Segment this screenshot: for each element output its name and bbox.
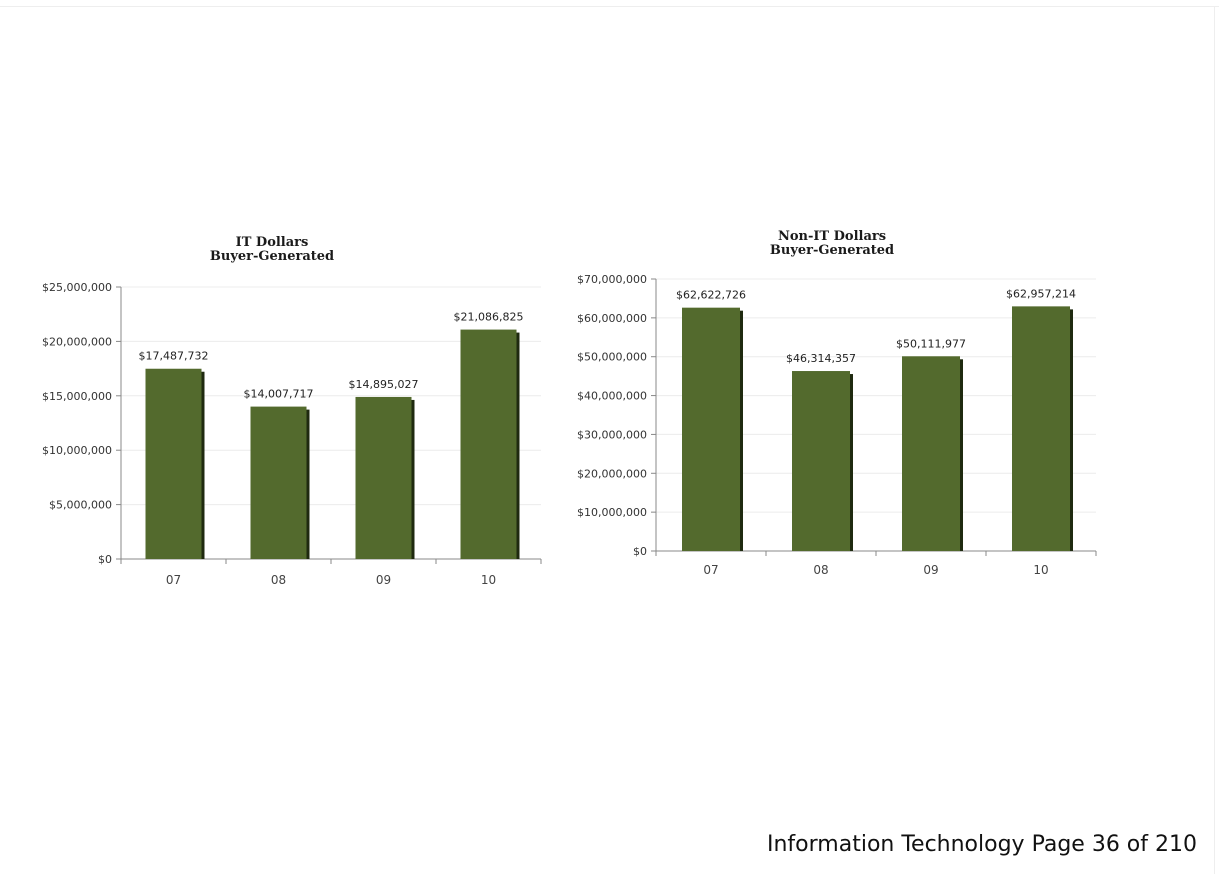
it-y-tick-label: $5,000,000	[49, 499, 112, 512]
it-data-label-09: $14,895,027	[349, 378, 419, 391]
nonit-y-tick-label: $40,000,000	[577, 390, 647, 403]
page-edge-top	[0, 6, 1219, 7]
nonit-data-label-07: $62,622,726	[676, 289, 746, 302]
it-y-tick-label: $15,000,000	[42, 390, 112, 403]
nonit-category-label-09: 09	[923, 563, 938, 577]
it-bar-10	[460, 329, 517, 559]
it-category-label-10: 10	[481, 573, 496, 587]
nonit-y-tick-label: $0	[633, 545, 647, 558]
nonit-category-label-10: 10	[1033, 563, 1048, 577]
it-chart-title-line-2: Buyer-Generated	[210, 249, 334, 264]
nonit-category-label-07: 07	[703, 563, 718, 577]
nonit-bar-08	[792, 371, 850, 551]
nonit-category-label-08: 08	[813, 563, 828, 577]
it-y-tick-label: $20,000,000	[42, 335, 112, 348]
it-y-tick-label: $10,000,000	[42, 444, 112, 457]
nonit-y-tick-label: $50,000,000	[577, 351, 647, 364]
nonit-data-label-08: $46,314,357	[786, 352, 856, 365]
it-bar-08	[250, 406, 307, 559]
it-category-label-08: 08	[271, 573, 286, 587]
page-footer: Information Technology Page 36 of 210	[767, 832, 1197, 857]
nonit-y-tick-label: $70,000,000	[577, 273, 647, 286]
it-chart-title-line-1: IT Dollars	[236, 235, 309, 250]
it-y-tick-label: $0	[98, 553, 112, 566]
nonit-y-tick-label: $60,000,000	[577, 312, 647, 325]
nonit-chart-title-line-2: Buyer-Generated	[770, 243, 894, 258]
it-category-label-07: 07	[166, 573, 181, 587]
nonit-y-tick-label: $10,000,000	[577, 506, 647, 519]
it-y-tick-label: $25,000,000	[42, 281, 112, 294]
it-data-label-08: $14,007,717	[244, 388, 314, 401]
nonit-y-tick-label: $30,000,000	[577, 428, 647, 441]
it-category-label-09: 09	[376, 573, 391, 587]
nonit-bar-07	[682, 307, 740, 551]
nonit-y-tick-label: $20,000,000	[577, 467, 647, 480]
nonit-chart-title-line-1: Non-IT Dollars	[778, 229, 886, 244]
page-edge-right	[1214, 6, 1215, 874]
nonit-bar-09	[902, 356, 960, 551]
it-bar-07	[145, 368, 202, 559]
nonit-data-label-09: $50,111,977	[896, 337, 966, 350]
it-data-label-10: $21,086,825	[454, 311, 524, 324]
it-data-label-07: $17,487,732	[139, 350, 209, 363]
nonit-data-label-10: $62,957,214	[1006, 287, 1076, 300]
nonit-bar-10	[1012, 306, 1070, 551]
it-bar-09	[355, 396, 412, 559]
